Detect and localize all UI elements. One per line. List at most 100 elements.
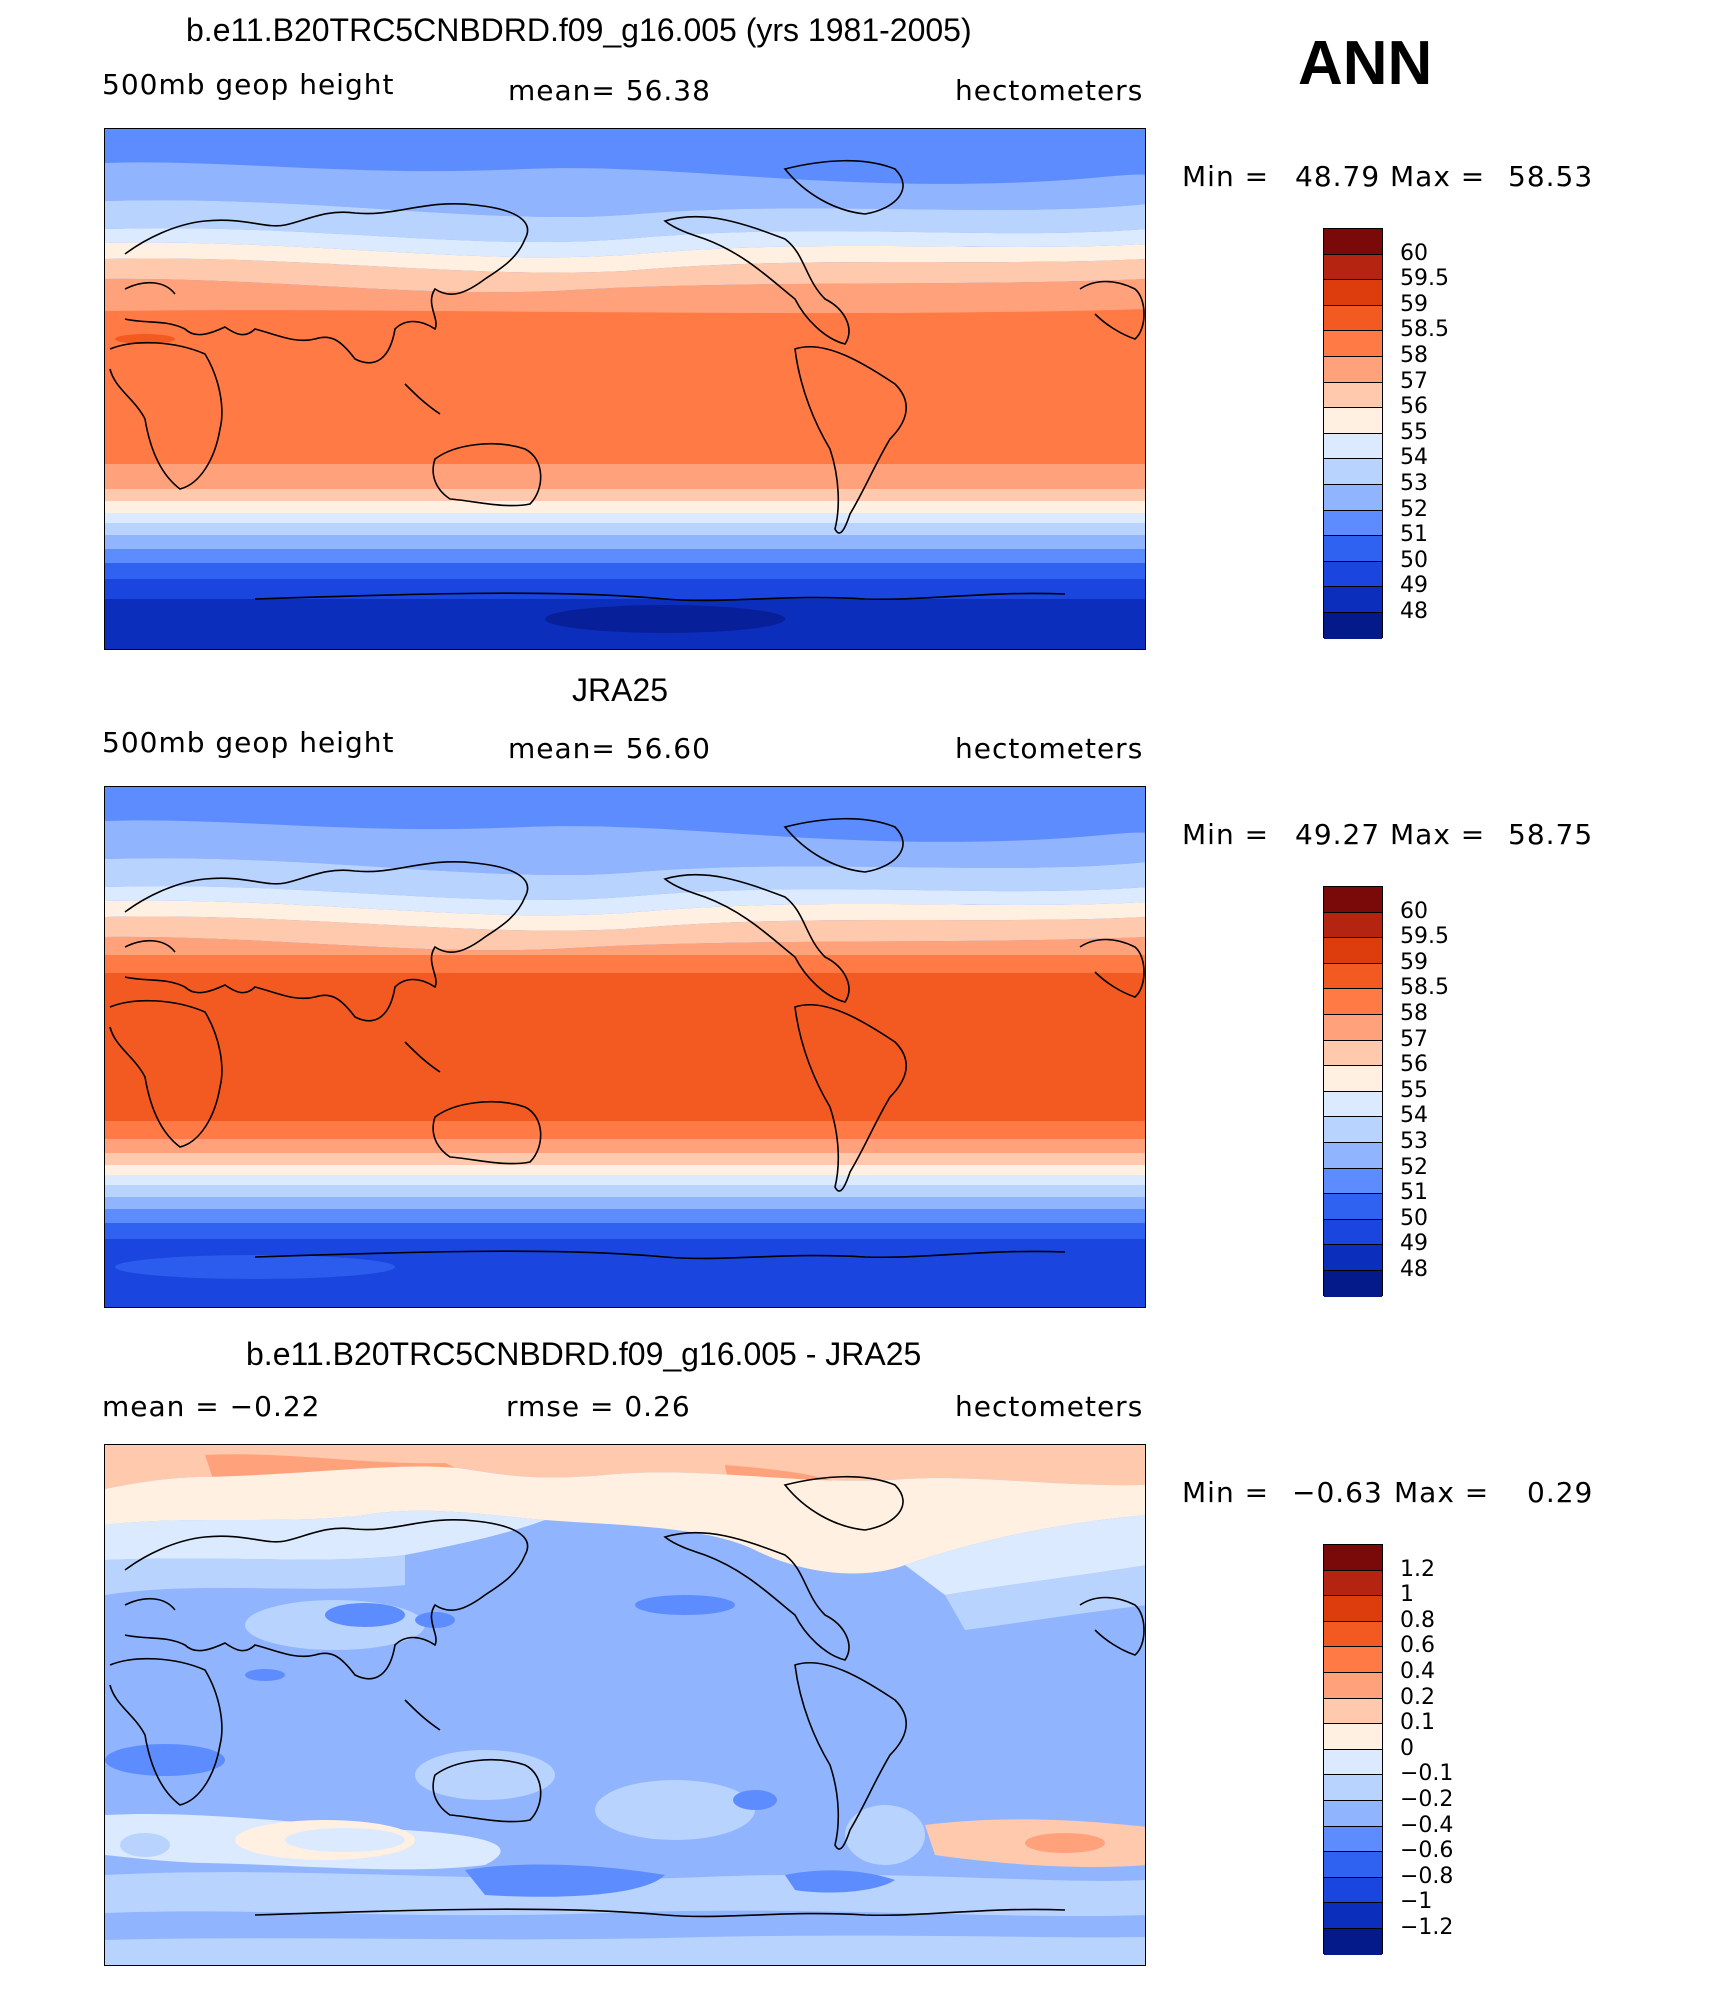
colorbar-tick-label: 48: [1400, 1257, 1428, 1282]
panel-2-min-value: 49.27: [1295, 818, 1381, 851]
colorbar-tick-label: −0.2: [1400, 1787, 1454, 1812]
colorbar-swatch: [1324, 1698, 1382, 1725]
colorbar-swatch: [1324, 1219, 1382, 1246]
colorbar-swatch: [1324, 1852, 1382, 1878]
colorbar-swatch: [1324, 1800, 1382, 1827]
colorbar-tick-label: 48: [1400, 599, 1428, 624]
panel-1-min-label: Min =: [1182, 160, 1270, 193]
colorbar-swatch: [1324, 989, 1382, 1015]
colorbar-swatch: [1324, 1194, 1382, 1220]
panel-3-map: [104, 1444, 1146, 1966]
panel-3-colorbar: [1323, 1544, 1383, 1955]
colorbar-tick-label: 54: [1400, 445, 1428, 471]
colorbar-swatch: [1324, 887, 1382, 913]
colorbar-swatch: [1324, 1245, 1382, 1271]
colorbar-swatch: [1324, 280, 1382, 306]
panel-3-units: hectometers: [955, 1390, 1144, 1423]
colorbar-tick-label: 53: [1400, 471, 1428, 496]
colorbar-tick-label: 56: [1400, 1052, 1428, 1078]
colorbar-tick-label: 59.5: [1400, 924, 1449, 950]
colorbar-tick-label: −0.4: [1400, 1812, 1454, 1838]
colorbar-swatch: [1324, 1040, 1382, 1067]
panel-3-mean: mean = −0.22: [102, 1390, 321, 1423]
colorbar-swatch: [1324, 356, 1382, 383]
colorbar-tick-label: 57: [1400, 1026, 1428, 1052]
panel-2-colorbar: [1323, 886, 1383, 1297]
colorbar-tick-label: 50: [1400, 547, 1428, 573]
colorbar-tick-label: 57: [1400, 368, 1428, 394]
colorbar-tick-label: 58: [1400, 1001, 1428, 1026]
colorbar-tick-label: 1: [1400, 1582, 1414, 1608]
panel-2-max-label: Max =: [1390, 818, 1486, 851]
panel-1-min-value: 48.79: [1295, 160, 1381, 193]
colorbar-swatch: [1324, 229, 1382, 255]
colorbar-swatch: [1324, 561, 1382, 588]
panel-1-contour-map: [105, 129, 1145, 649]
colorbar-swatch: [1324, 1903, 1382, 1929]
colorbar-swatch: [1324, 1570, 1382, 1597]
colorbar-swatch: [1324, 331, 1382, 357]
colorbar-tick-label: −1.2: [1400, 1915, 1454, 1940]
colorbar-swatch: [1324, 1647, 1382, 1673]
colorbar-tick-label: 59: [1400, 291, 1428, 317]
colorbar-swatch: [1324, 1545, 1382, 1571]
colorbar-swatch: [1324, 1168, 1382, 1195]
panel-1-mean: mean= 56.38: [508, 74, 711, 107]
panel-2-contour-map: [105, 787, 1145, 1307]
colorbar-tick-label: 51: [1400, 522, 1428, 548]
colorbar-tick-label: 58: [1400, 343, 1428, 368]
colorbar-swatch: [1324, 587, 1382, 613]
panel-3-contour-map: [105, 1445, 1145, 1965]
colorbar-swatch: [1324, 1928, 1382, 1955]
colorbar-tick-label: 60: [1400, 898, 1428, 924]
panel-1-units: hectometers: [955, 74, 1144, 107]
colorbar-tick-label: 49: [1400, 573, 1428, 599]
panel-3-min-value: −0.63: [1292, 1476, 1383, 1509]
colorbar-tick-label: −0.1: [1400, 1761, 1454, 1787]
colorbar-tick-label: 0.1: [1400, 1710, 1435, 1736]
colorbar-swatch: [1324, 433, 1382, 460]
colorbar-tick-label: 59: [1400, 949, 1428, 975]
colorbar-tick-label: 52: [1400, 1154, 1428, 1180]
colorbar-swatch: [1324, 1749, 1382, 1776]
colorbar-swatch: [1324, 1117, 1382, 1143]
panel-3-max-value: 0.29: [1527, 1476, 1594, 1509]
panel-3-rmse: rmse = 0.26: [506, 1390, 691, 1423]
colorbar-swatch: [1324, 1596, 1382, 1622]
season-label: ANN: [1298, 29, 1433, 98]
colorbar-tick-label: 52: [1400, 496, 1428, 522]
colorbar-swatch: [1324, 1877, 1382, 1904]
colorbar-swatch: [1324, 484, 1382, 511]
colorbar-tick-label: 0.2: [1400, 1684, 1435, 1710]
colorbar-tick-label: 53: [1400, 1129, 1428, 1154]
panel-1-title: b.e11.B20TRC5CNBDRD.f09_g16.005 (yrs 198…: [186, 12, 972, 48]
colorbar-swatch: [1324, 382, 1382, 409]
colorbar-swatch: [1324, 1672, 1382, 1699]
panel-2-variable-label: 500mb geop height: [102, 726, 395, 759]
colorbar-tick-label: 56: [1400, 394, 1428, 420]
panel-1-max-label: Max =: [1390, 160, 1486, 193]
colorbar-swatch: [1324, 459, 1382, 485]
colorbar-swatch: [1324, 963, 1382, 990]
panel-1-map: [104, 128, 1146, 650]
colorbar-tick-label: −1: [1400, 1889, 1433, 1915]
colorbar-swatch: [1324, 938, 1382, 964]
panel-3-title: b.e11.B20TRC5CNBDRD.f09_g16.005 - JRA25: [246, 1336, 922, 1372]
colorbar-swatch: [1324, 912, 1382, 939]
colorbar-swatch: [1324, 1724, 1382, 1750]
colorbar-tick-label: 0.4: [1400, 1659, 1435, 1684]
colorbar-swatch: [1324, 1621, 1382, 1648]
colorbar-tick-label: 59.5: [1400, 266, 1449, 292]
colorbar-swatch: [1324, 510, 1382, 537]
panel-2-mean: mean= 56.60: [508, 732, 711, 765]
panel-2-title: JRA25: [572, 672, 669, 708]
colorbar-swatch: [1324, 612, 1382, 639]
colorbar-tick-label: 1.2: [1400, 1556, 1435, 1582]
panel-3-max-label: Max =: [1394, 1476, 1490, 1509]
colorbar-swatch: [1324, 1066, 1382, 1092]
colorbar-tick-label: 60: [1400, 240, 1428, 266]
colorbar-swatch: [1324, 1270, 1382, 1297]
colorbar-swatch: [1324, 536, 1382, 562]
panel-2-max-value: 58.75: [1508, 818, 1594, 851]
panel-2-map: [104, 786, 1146, 1308]
